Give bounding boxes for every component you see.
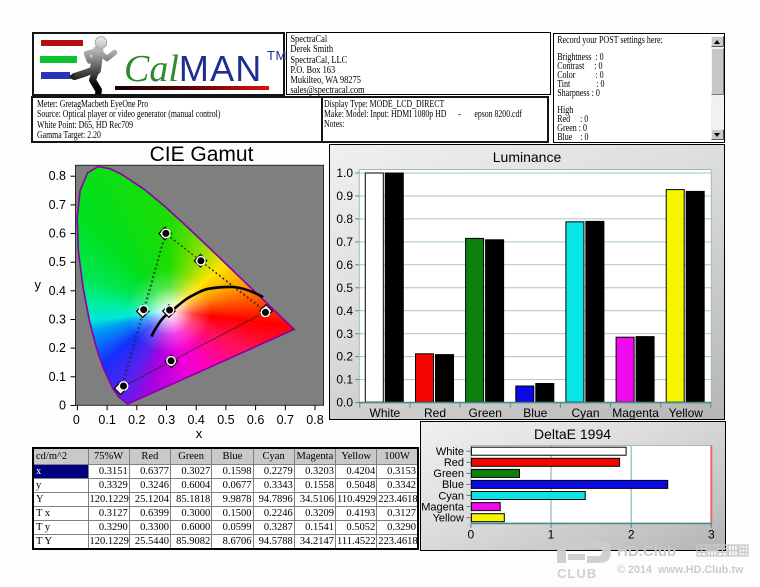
svg-text:White: White: [370, 406, 401, 419]
svg-text:0.7: 0.7: [277, 413, 294, 427]
svg-text:Blue: Blue: [441, 479, 463, 491]
svg-text:Magenta: Magenta: [612, 406, 659, 419]
svg-text:0.7: 0.7: [49, 198, 66, 212]
svg-text:Cyan: Cyan: [571, 406, 599, 419]
svg-text:0.5: 0.5: [336, 281, 353, 295]
svg-text:White: White: [435, 446, 463, 458]
svg-text:0.4: 0.4: [49, 284, 66, 298]
svg-text:0.5: 0.5: [49, 255, 66, 269]
svg-text:x: x: [196, 426, 203, 441]
svg-text:1.0: 1.0: [336, 166, 353, 180]
svg-text:Magenta: Magenta: [421, 501, 465, 513]
svg-text:0: 0: [59, 398, 66, 412]
svg-text:0.3: 0.3: [336, 327, 353, 341]
svg-text:0.3: 0.3: [49, 313, 66, 327]
svg-text:Red: Red: [443, 457, 463, 469]
svg-text:0.8: 0.8: [49, 169, 66, 183]
svg-text:0.1: 0.1: [336, 373, 353, 387]
svg-text:Yellow: Yellow: [669, 406, 704, 419]
svg-text:1: 1: [547, 528, 554, 542]
svg-text:0.6: 0.6: [247, 413, 264, 427]
svg-text:0.0: 0.0: [336, 396, 353, 410]
svg-text:Green: Green: [433, 468, 464, 480]
svg-text:0.3: 0.3: [158, 413, 175, 427]
svg-text:y: y: [35, 277, 42, 292]
svg-text:3: 3: [707, 528, 714, 542]
svg-text:0.6: 0.6: [336, 258, 353, 272]
svg-text:0.9: 0.9: [336, 189, 353, 203]
svg-text:0.1: 0.1: [49, 370, 66, 384]
svg-text:© 2014 www.HD.Club.tw: © 2014 www.HD.Club.tw: [617, 564, 744, 576]
svg-text:Red: Red: [424, 406, 446, 419]
svg-text:2: 2: [627, 528, 634, 542]
svg-text:0.1: 0.1: [98, 413, 115, 427]
svg-text:HD.Club: HD.Club: [617, 543, 676, 560]
svg-text:Cyan: Cyan: [438, 490, 464, 502]
svg-text:0.7: 0.7: [336, 235, 353, 249]
svg-text:0.4: 0.4: [336, 304, 353, 318]
svg-text:CLUB: CLUB: [557, 566, 597, 581]
svg-text:0: 0: [467, 528, 474, 542]
svg-text:Yellow: Yellow: [432, 513, 463, 525]
svg-text:0.8: 0.8: [306, 413, 323, 427]
svg-text:0.2: 0.2: [128, 413, 145, 427]
svg-text:0.6: 0.6: [49, 227, 66, 241]
svg-text:0.2: 0.2: [49, 341, 66, 355]
svg-text:0: 0: [73, 413, 80, 427]
svg-text:0.4: 0.4: [188, 413, 205, 427]
svg-text:Blue: Blue: [523, 406, 547, 419]
svg-text:0.5: 0.5: [217, 413, 234, 427]
svg-text:Green: Green: [469, 406, 502, 419]
svg-text:0.2: 0.2: [336, 350, 353, 364]
svg-text:0.8: 0.8: [336, 212, 353, 226]
